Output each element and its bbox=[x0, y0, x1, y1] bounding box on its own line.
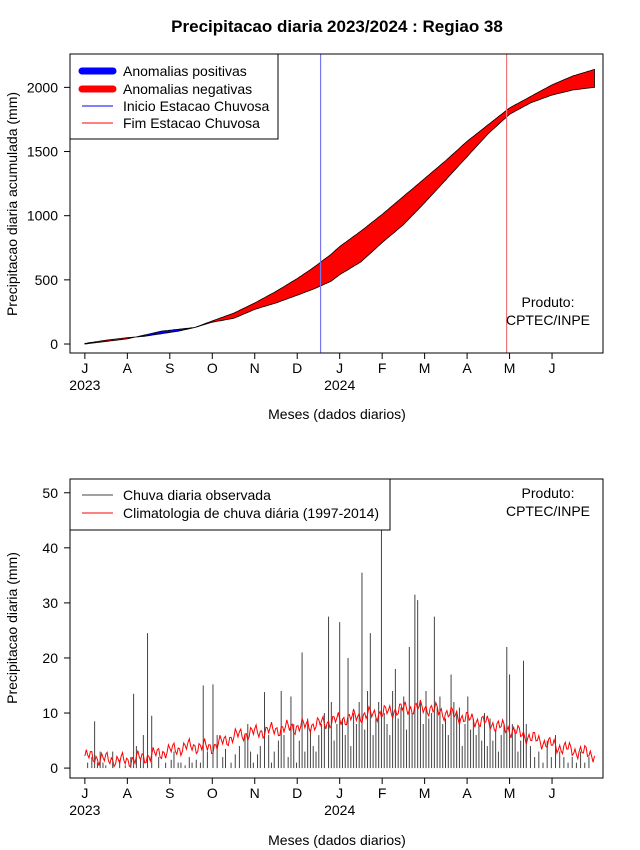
x-tick-label: A bbox=[462, 360, 472, 376]
x-axis-label: Meses (dados diarios) bbox=[268, 406, 406, 422]
x-tick-label-2: J bbox=[549, 785, 556, 801]
y-axis: 0 500 1000 1500 2000 bbox=[27, 79, 70, 352]
climatology-line bbox=[84, 699, 595, 768]
product-source-2: CPTEC/INPE bbox=[506, 503, 590, 519]
x-tick-label: S bbox=[165, 360, 174, 376]
y-tick-label: 2000 bbox=[27, 79, 58, 95]
x-tick-label: N bbox=[250, 360, 260, 376]
year-label-2: 2023 bbox=[69, 802, 100, 818]
legend-label-observed: Chuva diaria observada bbox=[123, 487, 271, 503]
cumulative-chart: Precipitacao diaria 2023/2024 : Regiao 3… bbox=[4, 17, 604, 422]
anomaly-area bbox=[84, 68, 595, 345]
legend-label-start: Inicio Estacao Chuvosa bbox=[123, 98, 270, 114]
x-tick-label-2: J bbox=[81, 785, 88, 801]
legend-label-negative: Anomalias negativas bbox=[123, 81, 252, 97]
legend-label-end: Fim Estacao Chuvosa bbox=[123, 115, 260, 131]
y-axis-label-2: Precipitacao diaria (mm) bbox=[4, 552, 20, 704]
y-tick-label-2: 20 bbox=[42, 650, 58, 666]
x-tick-label: O bbox=[207, 360, 218, 376]
x-tick-label-2: A bbox=[462, 785, 472, 801]
x-tick-label: J bbox=[336, 360, 343, 376]
y-tick-label-2: 30 bbox=[42, 595, 58, 611]
y-tick-label-2: 0 bbox=[50, 760, 58, 776]
plot-frame bbox=[69, 53, 604, 354]
legend-box-2 bbox=[69, 478, 391, 531]
year-label-2: 2024 bbox=[324, 802, 355, 818]
product-label-2: Produto: bbox=[522, 485, 575, 501]
x-tick-label: M bbox=[504, 360, 516, 376]
negative-anomaly-area bbox=[84, 336, 136, 345]
y-tick-label-2: 10 bbox=[42, 705, 58, 721]
x-tick-label-2: N bbox=[250, 785, 260, 801]
x-tick-label-2: S bbox=[165, 785, 174, 801]
year-label: 2024 bbox=[324, 377, 355, 393]
product-label: Produto: bbox=[522, 294, 575, 310]
y-tick-label: 0 bbox=[50, 336, 58, 352]
x-tick-label-2: M bbox=[419, 785, 431, 801]
year-label: 2023 bbox=[69, 377, 100, 393]
y-axis-2: 0 10 20 30 40 50 bbox=[42, 485, 70, 776]
legend-label-climatology: Climatologia de chuva diária (1997-2014) bbox=[123, 505, 379, 521]
y-tick-label: 1000 bbox=[27, 208, 58, 224]
negative-anomaly-area bbox=[196, 68, 595, 328]
positive-anomaly-area bbox=[135, 325, 198, 338]
x-tick-label-2: F bbox=[378, 785, 387, 801]
legend-2: Chuva diaria observada Climatologia de c… bbox=[69, 478, 391, 531]
daily-rain-bars bbox=[87, 490, 590, 769]
x-axis-label-2: Meses (dados diarios) bbox=[268, 832, 406, 848]
y-tick-label: 1500 bbox=[27, 144, 58, 160]
y-axis-label: Precipitacao diaria acumulada (mm) bbox=[4, 92, 20, 316]
x-tick-label-2: J bbox=[336, 785, 343, 801]
chart-title: Precipitacao diaria 2023/2024 : Regiao 3… bbox=[171, 17, 503, 36]
x-tick-label: D bbox=[292, 360, 302, 376]
y-tick-label-2: 40 bbox=[42, 540, 58, 556]
x-tick-label-2: A bbox=[123, 785, 133, 801]
y-tick-label-2: 50 bbox=[42, 485, 58, 501]
x-tick-label: J bbox=[549, 360, 556, 376]
x-tick-label-2: O bbox=[207, 785, 218, 801]
x-tick-label: F bbox=[378, 360, 387, 376]
legend-label-positive: Anomalias positivas bbox=[123, 63, 247, 79]
y-tick-label: 500 bbox=[35, 272, 59, 288]
x-tick-label: A bbox=[123, 360, 133, 376]
x-tick-label: J bbox=[81, 360, 88, 376]
product-source: CPTEC/INPE bbox=[506, 312, 590, 328]
legend: Anomalias positivas Anomalias negativas … bbox=[69, 53, 279, 140]
x-tick-label-2: M bbox=[504, 785, 516, 801]
x-tick-label: M bbox=[419, 360, 431, 376]
x-tick-label-2: D bbox=[292, 785, 302, 801]
